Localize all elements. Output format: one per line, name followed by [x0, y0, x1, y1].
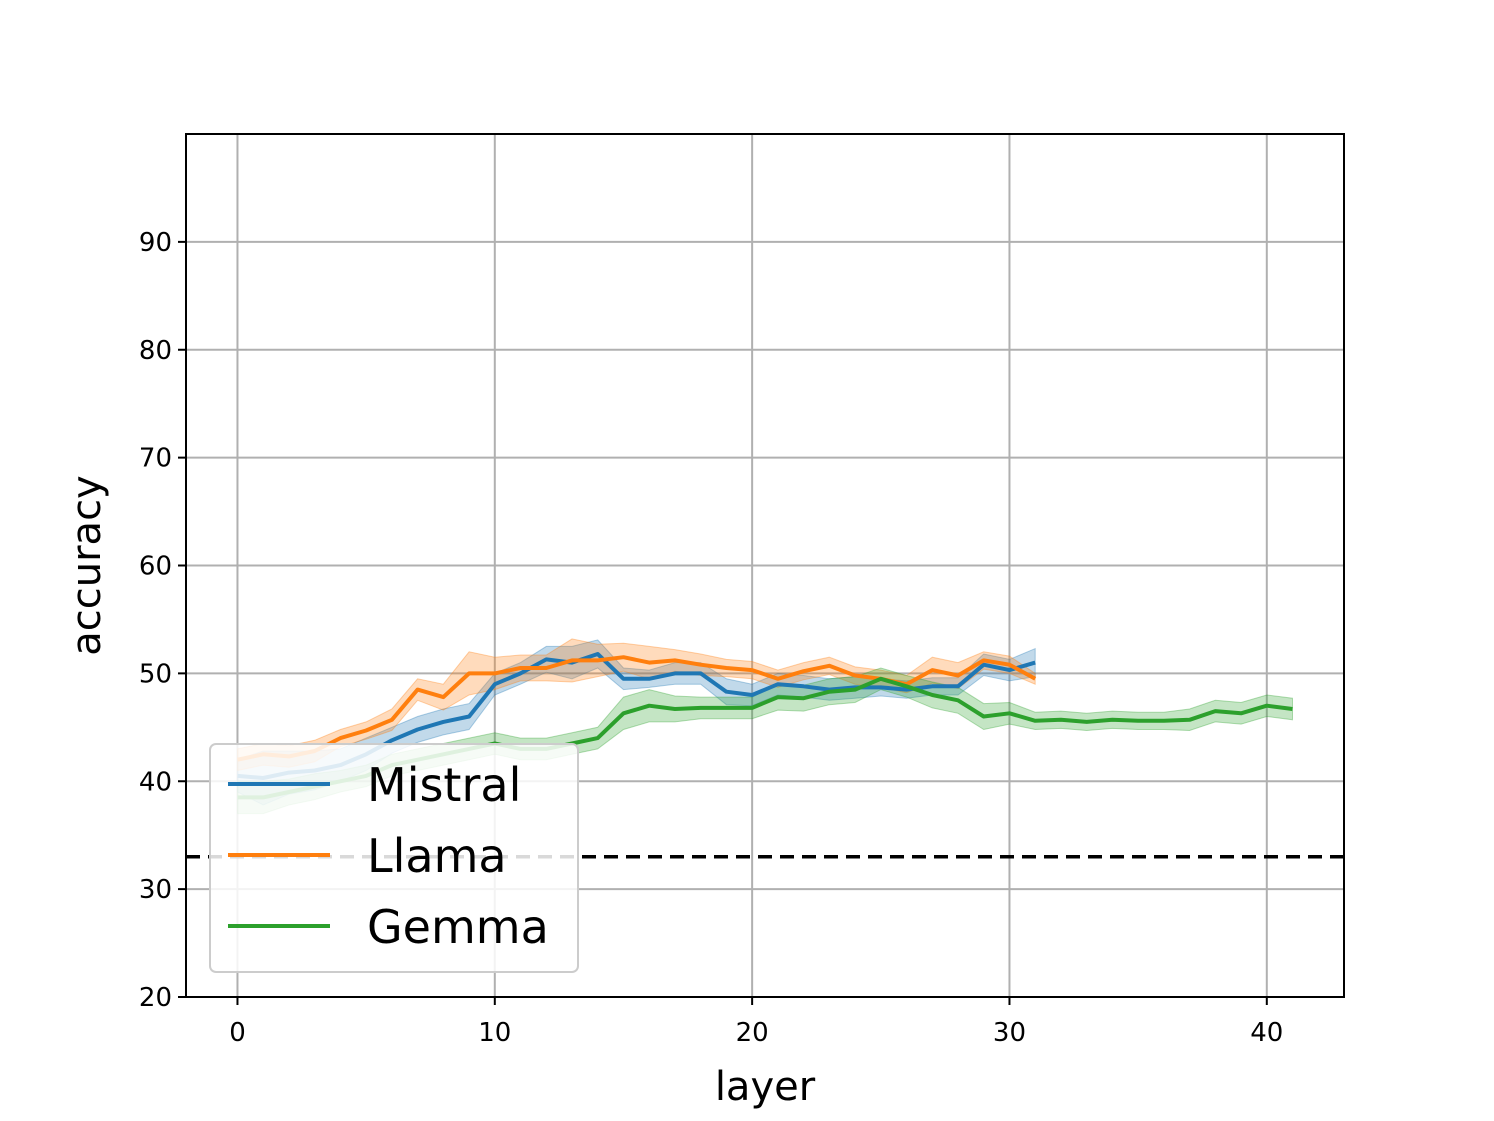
x-tick-label: 0: [229, 1018, 246, 1048]
legend-box: [209, 743, 579, 973]
legend: Mistral Llama Gemma: [209, 743, 579, 973]
band-llama: [237, 638, 1036, 772]
y-axis-ticks: 20 30 40 50 60 70 80 90: [139, 228, 186, 1013]
y-tick-label: 80: [139, 336, 172, 366]
y-tick-label: 70: [139, 444, 172, 474]
y-axis-label: accuracy: [64, 475, 110, 655]
x-tick-label: 40: [1250, 1018, 1283, 1048]
y-tick-label: 30: [139, 875, 172, 905]
x-axis-label: layer: [715, 1064, 816, 1110]
legend-label-mistral: Mistral: [367, 758, 521, 812]
x-tick-label: 20: [736, 1018, 769, 1048]
legend-label-gemma: Gemma: [367, 900, 549, 954]
y-tick-label: 20: [139, 983, 172, 1013]
y-tick-label: 90: [139, 228, 172, 258]
x-axis-ticks: 0 10 20 30 40: [229, 997, 1283, 1048]
y-tick-label: 50: [139, 659, 172, 689]
x-tick-label: 10: [478, 1018, 511, 1048]
legend-label-llama: Llama: [367, 829, 507, 883]
x-tick-label: 30: [993, 1018, 1026, 1048]
y-tick-label: 40: [139, 767, 172, 797]
y-tick-label: 60: [139, 552, 172, 582]
